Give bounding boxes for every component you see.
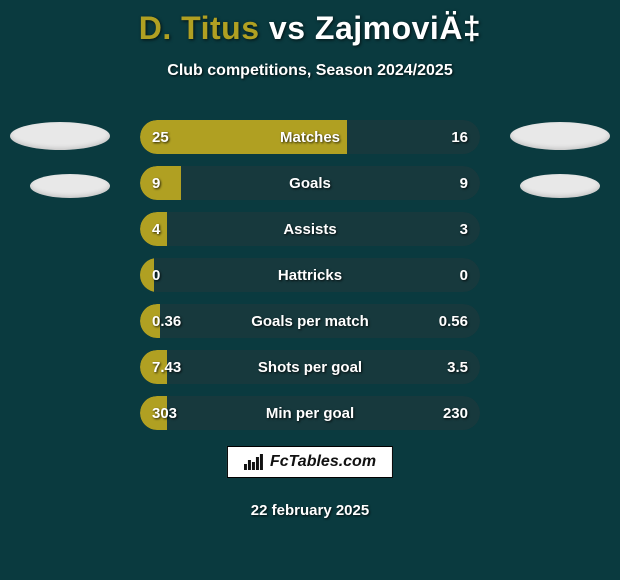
stat-track <box>140 166 480 200</box>
stat-fill-right <box>439 166 480 200</box>
stat-fill-right <box>347 120 480 154</box>
stat-fill-left <box>140 212 167 246</box>
stat-row: 99Goals <box>140 166 480 200</box>
stat-row: 0.360.56Goals per match <box>140 304 480 338</box>
stat-fill-right <box>460 350 480 384</box>
stat-fill-right <box>453 304 480 338</box>
brand-text: FcTables.com <box>270 453 376 471</box>
photo-placeholder <box>510 122 610 150</box>
photo-placeholder <box>10 122 110 150</box>
title-left: D. Titus <box>139 10 260 46</box>
stat-fill-right <box>456 212 480 246</box>
stat-fill-left <box>140 166 181 200</box>
stat-row: 303230Min per goal <box>140 396 480 430</box>
stat-track <box>140 212 480 246</box>
bar-chart-icon <box>244 454 264 470</box>
stat-fill-left <box>140 396 167 430</box>
stat-fill-right <box>456 396 480 430</box>
photo-placeholder <box>520 174 600 198</box>
stat-row: 43Assists <box>140 212 480 246</box>
stat-row: 7.433.5Shots per goal <box>140 350 480 384</box>
stat-track <box>140 304 480 338</box>
photo-placeholder <box>30 174 110 198</box>
stat-fill-left <box>140 258 154 292</box>
stat-fill-left <box>140 350 167 384</box>
stat-track <box>140 258 480 292</box>
stat-row: 00Hattricks <box>140 258 480 292</box>
stat-fill-left <box>140 120 347 154</box>
stat-fill-left <box>140 304 160 338</box>
stat-track <box>140 396 480 430</box>
title-sep: vs <box>260 10 315 46</box>
stat-rows: 2516Matches 99Goals 43Assists 00Hattricks 0.… <box>140 120 480 442</box>
page-title: D. Titus vs ZajmoviÄ‡ <box>0 10 620 47</box>
date-text: 22 february 2025 <box>0 502 620 519</box>
stat-track <box>140 350 480 384</box>
brand-box: FcTables.com <box>227 446 393 478</box>
subtitle: Club competitions, Season 2024/2025 <box>0 62 620 80</box>
stat-fill-right <box>466 258 480 292</box>
title-right: ZajmoviÄ‡ <box>315 10 481 46</box>
stat-row: 2516Matches <box>140 120 480 154</box>
